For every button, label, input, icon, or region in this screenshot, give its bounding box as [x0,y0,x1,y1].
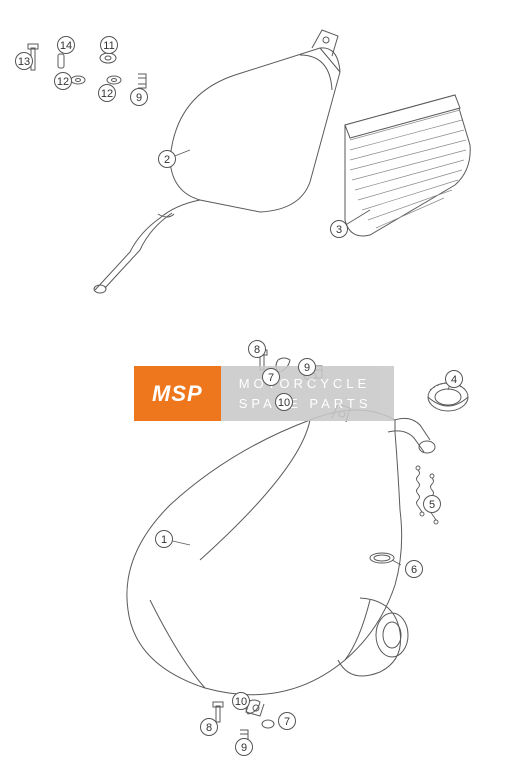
callout-c7a: 7 [262,368,280,386]
watermark-line2: SPARE PARTS [239,394,372,414]
watermark-line1: MOTORCYCLE [239,374,372,394]
callout-c1: 1 [155,530,173,548]
callout-c5: 5 [423,495,441,513]
callout-c14: 14 [57,36,75,54]
watermark-logo: MSP [134,366,221,421]
callout-c9a: 9 [130,88,148,106]
silencer [94,30,340,293]
hardware-cluster-top [28,44,146,88]
callout-c7b: 7 [278,712,296,730]
callout-c3: 3 [330,220,348,238]
callout-c4: 4 [445,370,463,388]
callout-c9c: 9 [235,738,253,756]
callout-c9b: 9 [298,358,316,376]
callout-c2: 2 [158,150,176,168]
callout-c10b: 10 [232,692,250,710]
callout-c10a: 10 [275,393,293,411]
callout-c6: 6 [405,560,423,578]
small-oring [370,553,394,563]
callout-c8a: 8 [248,340,266,358]
callout-c12b: 12 [98,84,116,102]
exhaust-gasket [428,383,468,411]
callout-c8b: 8 [200,718,218,736]
callout-c13: 13 [15,52,33,70]
diagram-canvas: { "diagram": { "width": 526, "height": 7… [0,0,526,771]
damping-wool [345,95,470,236]
callout-c12a: 12 [54,72,72,90]
callout-c11: 11 [100,36,118,54]
